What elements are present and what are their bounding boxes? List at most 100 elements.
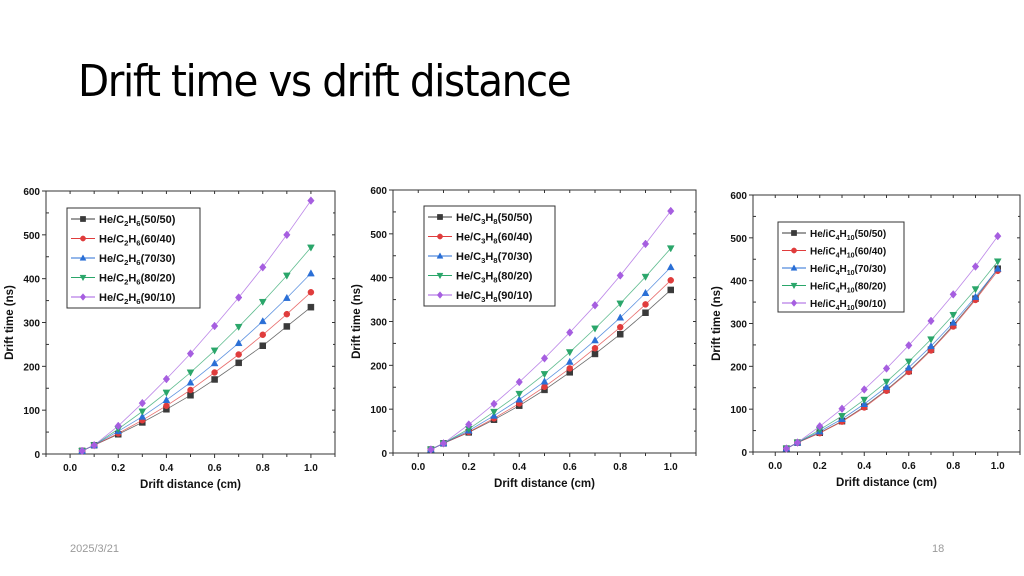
diamond-marker <box>971 262 980 271</box>
square-marker <box>667 286 674 294</box>
diamond-marker <box>490 399 498 409</box>
circle-marker <box>617 323 624 331</box>
triangle-down-marker <box>436 272 444 280</box>
diamond-marker <box>882 364 891 373</box>
series-4 <box>427 206 675 454</box>
circle-marker <box>667 277 674 284</box>
circle-marker <box>541 383 548 391</box>
series-4 <box>78 196 315 456</box>
triangle-down-marker <box>790 282 798 290</box>
x-tick-label: 0.6 <box>563 462 577 473</box>
triangle-down-marker <box>971 286 980 294</box>
legend-entry: He/C3H8(50/50) <box>456 212 533 226</box>
triangle-down-marker <box>591 325 599 333</box>
circle-marker <box>566 365 573 372</box>
triangle-down-marker <box>186 369 195 377</box>
diamond-marker <box>667 206 675 216</box>
x-tick-label: 0.2 <box>111 463 125 474</box>
x-axis-label: Drift distance (cm) <box>836 477 937 489</box>
y-tick-label: 600 <box>23 187 40 198</box>
x-tick-label: 0.2 <box>462 462 476 473</box>
legend-entry: He/iC4H10(70/30) <box>810 264 886 277</box>
diamond-marker <box>641 239 650 249</box>
square-marker <box>211 376 218 383</box>
y-tick-label: 400 <box>730 277 747 288</box>
triangle-up-marker <box>234 338 243 347</box>
y-tick-label: 500 <box>370 230 387 241</box>
legend-entry: He/C2H6(90/10) <box>99 292 176 306</box>
diamond-marker <box>114 421 122 431</box>
circle-marker <box>791 247 797 254</box>
legend-entry: He/iC4H10(90/10) <box>810 299 886 312</box>
y-tick-label: 200 <box>370 361 387 372</box>
circle-marker <box>80 235 86 242</box>
square-marker <box>437 214 443 220</box>
y-tick-label: 400 <box>23 275 40 286</box>
triangle-up-marker <box>258 317 267 325</box>
triangle-down-marker <box>616 300 625 308</box>
triangle-down-marker <box>515 390 524 398</box>
y-tick-label: 300 <box>370 318 387 329</box>
diamond-marker <box>790 299 798 307</box>
circle-marker <box>235 351 242 358</box>
triangle-down-marker <box>540 371 549 379</box>
diamond-marker <box>307 196 315 205</box>
y-tick-label: 0 <box>381 449 387 460</box>
diamond-marker <box>465 420 473 429</box>
triangle-down-marker <box>949 311 958 320</box>
legend-entry: He/C3H8(80/20) <box>456 271 533 285</box>
legend-entry: He/C2H6(80/20) <box>99 273 176 287</box>
series-4 <box>782 231 1002 453</box>
triangle-up-marker <box>993 264 1002 272</box>
y-tick-label: 100 <box>730 405 747 416</box>
y-tick-label: 300 <box>730 320 747 331</box>
diamond-marker <box>259 262 267 272</box>
y-axis-label: Drift time (ns) <box>351 284 363 359</box>
triangle-down-marker <box>79 274 87 282</box>
legend-entry: He/C3H8(70/30) <box>456 251 533 265</box>
chart-ic4h10: 0 100 200 300 400 500 600 0.0 0.2 0.4 0.6 0.8 1.0 Dri… <box>711 191 1021 489</box>
triangle-up-marker <box>927 342 935 350</box>
diamond-marker <box>138 398 146 408</box>
triangle-down-marker <box>838 413 846 421</box>
diamond-marker <box>927 316 935 326</box>
triangle-down-marker <box>162 389 171 397</box>
y-tick-label: 600 <box>730 191 747 202</box>
slide-number: 18 <box>932 543 945 555</box>
triangle-up-marker <box>641 288 650 296</box>
diamond-marker <box>994 231 1002 241</box>
square-marker <box>617 330 624 338</box>
diamond-marker <box>439 439 448 448</box>
triangle-up-marker <box>162 395 171 404</box>
triangle-down-marker <box>565 349 574 357</box>
legend: He/C2H6(50/50) He/C2H6(60/40) He/C2H6(70/3… <box>66 207 201 309</box>
y-tick-label: 500 <box>23 231 40 242</box>
triangle-down-marker <box>641 273 650 281</box>
triangle-down-marker <box>490 408 498 416</box>
legend-entry: He/iC4H10(50/50) <box>810 229 886 242</box>
triangle-down-marker <box>860 396 869 404</box>
legend-entry: He/C3H8(90/10) <box>456 290 533 304</box>
square-marker <box>283 323 291 330</box>
y-tick-label: 100 <box>370 405 387 416</box>
diamond-marker <box>816 422 824 431</box>
diamond-marker <box>283 230 291 240</box>
legend-entry: He/iC4H10(60/40) <box>810 247 886 260</box>
x-tick-label: 0.6 <box>902 461 916 472</box>
slide-title: Drift time vs drift distance <box>78 56 572 107</box>
triangle-up-marker <box>138 412 147 420</box>
y-tick-label: 300 <box>23 319 40 330</box>
square-marker <box>791 230 797 236</box>
square-marker <box>642 309 649 316</box>
diamond-marker <box>210 321 219 331</box>
circle-marker <box>259 331 266 339</box>
triangle-up-marker <box>882 382 891 390</box>
diamond-marker <box>591 300 599 310</box>
legend-entry: He/C2H6(50/50) <box>99 214 176 228</box>
triangle-up-marker <box>210 359 219 367</box>
circle-marker <box>591 344 599 352</box>
diamond-marker <box>162 374 171 384</box>
triangle-down-marker <box>666 245 675 253</box>
circle-marker <box>283 310 291 318</box>
